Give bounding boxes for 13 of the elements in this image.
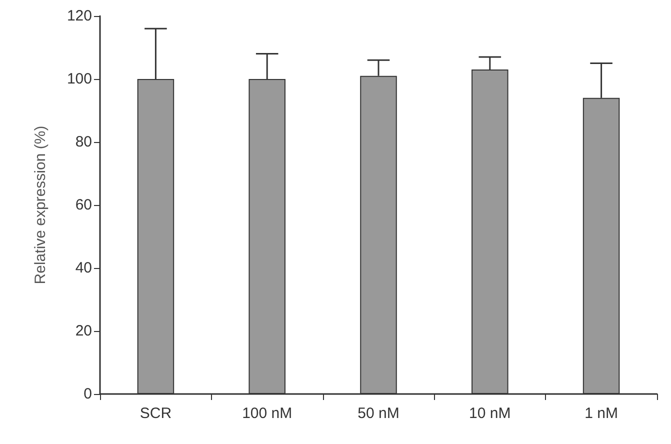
- x-tick-label: 10 nM: [469, 405, 511, 422]
- x-tick-label: SCR: [140, 405, 172, 422]
- x-tick-label: 50 nM: [358, 405, 400, 422]
- y-tick-label: 20: [75, 322, 92, 340]
- x-tick-label: 100 nM: [242, 405, 292, 422]
- y-tick-label: 120: [66, 8, 92, 24]
- x-tick-label: 1 nM: [584, 405, 618, 422]
- y-tick-label: 80: [75, 134, 92, 150]
- y-tick-label: 60: [75, 196, 92, 214]
- y-tick-label: 0: [84, 386, 92, 402]
- y-tick-label: 100: [66, 70, 92, 88]
- y-axis-title: Relative expression (%): [32, 126, 49, 284]
- y-tick-label: 40: [75, 260, 92, 276]
